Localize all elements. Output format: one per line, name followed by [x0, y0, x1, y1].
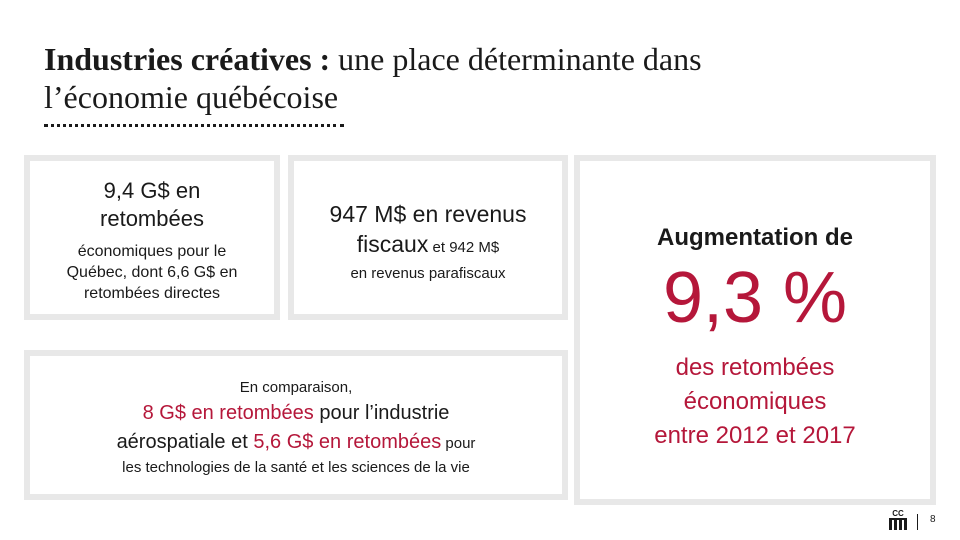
card1-small-line2: Québec, dont 6,6 G$ en [66, 264, 238, 281]
card2-big-line2-small: et 942 M$ [428, 239, 500, 256]
card3-plain1: pour l’industrie [313, 402, 450, 424]
card4-desc-line1: des retombées [675, 354, 835, 381]
card4-desc-line2: économiques [683, 388, 827, 415]
card1-big-line1: 9,4 G$ en [103, 178, 201, 203]
cc-logo-graphic: CC [889, 509, 907, 530]
card2-headline: 947 M$ en revenus fiscaux et 942 M$ [294, 199, 562, 263]
card1-headline: 9,4 G$ en retombées [30, 177, 274, 233]
cc-logo-icon: CC [886, 508, 910, 532]
card3-main: 8 G$ en retombées pour l’industrie aéros… [30, 399, 562, 458]
card-fiscal-revenue: 947 M$ en revenus fiscaux et 942 M$ en r… [288, 155, 568, 320]
card3-last-line: les technologies de la santé et les scie… [122, 459, 470, 476]
footer-separator [917, 514, 918, 530]
page-number: 8 [930, 514, 936, 525]
card1-details: économiques pour le Québec, dont 6,6 G$ … [30, 241, 274, 304]
title-bold: Industries créatives : [44, 41, 331, 77]
card2-details: en revenus parafiscaux [350, 265, 506, 282]
card2-big-line2: fiscaux [356, 231, 429, 257]
card-increase: Augmentation de 9,3 % des retombées écon… [574, 155, 936, 505]
card3-tail: pour [441, 435, 476, 452]
card1-big-line2: retombées [100, 206, 204, 231]
card3-red1: 8 G$ en retombées [142, 402, 314, 424]
card3-plain2: aérospatiale et [116, 431, 254, 453]
card-economic-impact: 9,4 G$ en retombées économiques pour le … [24, 155, 280, 320]
page-title: Industries créatives : une place détermi… [44, 40, 924, 116]
card-comparison: En comparaison, 8 G$ en retombées pour l… [24, 350, 568, 500]
card1-small-line3: retombées directes [83, 285, 221, 302]
card4-description: des retombées économiques entre 2012 et … [580, 351, 930, 453]
title-rest-line1: une place déterminante dans [330, 41, 702, 77]
dotted-divider [44, 124, 344, 127]
card4-heading: Augmentation de [657, 224, 853, 251]
card3-red2: 5,6 G$ en retombées [253, 431, 442, 453]
card4-desc-line3: entre 2012 et 2017 [654, 422, 856, 449]
card3-intro: En comparaison, [239, 379, 353, 396]
title-rest-line2: l’économie québécoise [44, 79, 339, 115]
card1-small-line1: économiques pour le [77, 243, 227, 260]
cc-logo-text: CC [892, 509, 904, 518]
card2-big-line1: 947 M$ en revenus [329, 201, 527, 227]
card4-percent: 9,3 % [662, 258, 848, 338]
